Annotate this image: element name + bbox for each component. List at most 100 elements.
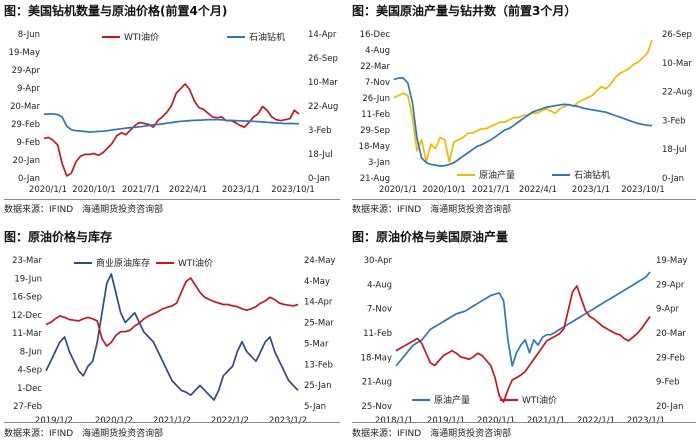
- left-tick-label: 16-Dec: [360, 30, 391, 40]
- chart-title: 图：原油价格与美国原油产量: [352, 230, 509, 244]
- x-tick-label: 2019/1/2: [35, 416, 73, 426]
- left-tick-label: 8-Jun: [18, 30, 40, 40]
- source-note: 数据来源：IFIND 海通期货投资咨询部: [4, 205, 164, 215]
- right-tick-label: 18-Jul: [662, 145, 687, 155]
- right-tick-label: 13-Feb: [304, 360, 333, 370]
- right-tick-label: 20-Jan: [656, 402, 683, 412]
- x-tick-label: 2020/1/1: [477, 416, 515, 426]
- legend-item: 商业原油库存: [74, 257, 150, 269]
- right-tick-label: 0-Jan: [308, 174, 330, 184]
- left-tick-label: 11-Feb: [361, 110, 390, 120]
- x-tick-label: 2022/1/2: [211, 416, 249, 426]
- chart-title: 图：美国原油产量与钻井数（前置3个月）: [352, 4, 577, 18]
- separator-line: [352, 199, 696, 200]
- right-tick-label: 19-May: [656, 256, 687, 266]
- source-note: 数据来源：IFIND 海通期货投资咨询部: [352, 205, 512, 215]
- right-tick-label: 14-Apr: [308, 30, 337, 40]
- x-tick-label: 2020/1/1: [29, 185, 67, 195]
- right-tick-label: 22-Aug: [308, 102, 338, 112]
- right-tick-label: 26-Sep: [308, 54, 338, 64]
- legend-label: WTI油价: [124, 31, 159, 43]
- left-tick-label: 3-Jan: [368, 158, 390, 168]
- left-tick-label: 20-Jan: [13, 156, 40, 166]
- left-tick-label: 9-Feb: [16, 138, 40, 148]
- left-tick-label: 0-Jan: [18, 174, 40, 184]
- left-tick-label: 30-Apr: [364, 256, 393, 266]
- panel-price-vs-production: 图：原油价格与美国原油产量 30-Apr 4-Aug 7-Nov 11-Feb 18-M…: [352, 228, 698, 440]
- series-line-red: [45, 277, 299, 347]
- right-tick-label: 22-Aug: [662, 88, 692, 98]
- separator-line: [4, 199, 340, 200]
- left-tick-label: 29-Sep: [360, 126, 390, 136]
- right-tick-label: 5-Mar: [304, 339, 329, 349]
- series-line-blue: [393, 77, 653, 167]
- legend-label: WTI油价: [178, 257, 213, 269]
- left-tick-label: 12-Dec: [12, 311, 43, 321]
- x-tick-label: 2020/1/2: [95, 416, 133, 426]
- series-line-blue: [43, 113, 300, 133]
- left-tick-label: 29-Feb: [11, 120, 40, 130]
- chart-svg: 30-Apr 4-Aug 7-Nov 11-Feb 18-May 21-Aug 25-Nov…: [361, 256, 688, 426]
- x-tick-label: 2023/1/1: [222, 185, 260, 195]
- right-tick-label: 29-Feb: [656, 353, 685, 363]
- chart-svg: 23-Mar 19-Jun 16-Sep 12-Dec 11-Mar 8-Jun 4-Sep…: [12, 256, 336, 426]
- x-tick-label: 2023/1/1: [627, 416, 665, 426]
- series-line-yellow: [393, 39, 653, 163]
- legend-item: 原油产量: [457, 169, 515, 181]
- left-tick-label: 25-Nov: [362, 402, 392, 412]
- legend-item: 原油产量: [412, 394, 470, 406]
- right-tick-label: 9-Feb: [656, 378, 680, 388]
- legend-label: 原油产量: [434, 394, 470, 406]
- left-tick-label: 26-Jun: [362, 94, 390, 104]
- left-tick-label: 8-Jun: [20, 347, 42, 357]
- left-tick-label: 19-May: [9, 48, 40, 58]
- left-tick-label: 11-Mar: [12, 329, 42, 339]
- right-tick-label: 18-Jul: [308, 150, 333, 160]
- legend-item: WTI油价: [156, 257, 213, 269]
- left-tick-label: 7-Nov: [367, 305, 392, 315]
- right-tick-label: 3-Feb: [662, 116, 686, 126]
- right-tick-label: 3-Feb: [308, 126, 332, 136]
- x-tick-label: 2020/10/1: [72, 185, 116, 195]
- left-tick-label: 29-Apr: [12, 66, 41, 76]
- separator-line: [4, 422, 340, 423]
- legend-label: WTI油价: [522, 394, 557, 406]
- x-tick-label: 2023/1/2: [269, 416, 307, 426]
- left-tick-label: 20-Mar: [10, 102, 40, 112]
- left-tick-label: 22-Mar: [360, 62, 390, 72]
- right-tick-label: 20-Mar: [656, 329, 686, 339]
- x-tick-label: 2023/1/1: [572, 185, 610, 195]
- left-tick-label: 18-May: [359, 142, 390, 152]
- legend-item: WTI油价: [500, 394, 557, 406]
- series-line-blue: [395, 271, 651, 367]
- left-tick-label: 21-Aug: [360, 174, 390, 184]
- panel-production-vs-rigs: 图：美国原油产量与钻井数（前置3个月） 16-Dec 4-Aug 22-Mar 7-N…: [352, 2, 698, 215]
- chart-title: 图：原油价格与库存: [4, 230, 113, 244]
- chart-title: 图：美国钻机数量与原油价格(前置4个月): [4, 4, 228, 18]
- left-tick-label: 4-Aug: [367, 280, 392, 290]
- left-tick-label: 16-Sep: [12, 293, 42, 303]
- left-tick-label: 11-Feb: [363, 329, 392, 339]
- right-tick-label: 24-May: [304, 256, 335, 266]
- left-tick-label: 4-Aug: [365, 46, 390, 56]
- x-tick-label: 2022/4/1: [519, 185, 557, 195]
- source-note: 数据来源：IFIND 海通期货投资咨询部: [352, 429, 512, 439]
- source-note: 数据来源：IFIND 海通期货投资咨询部: [4, 429, 164, 439]
- legend-item: WTI油价: [102, 31, 159, 43]
- legend-label: 石油钻机: [574, 169, 610, 181]
- right-tick-label: 29-Apr: [656, 280, 685, 290]
- x-tick-label: 2022/4/1: [169, 185, 207, 195]
- right-tick-label: 25-Jan: [304, 381, 331, 391]
- right-tick-label: 5-Jan: [304, 402, 326, 412]
- left-tick-label: 23-Mar: [12, 256, 42, 266]
- right-tick-label: 10-Mar: [308, 78, 338, 88]
- legend-item: 石油钻机: [227, 31, 285, 43]
- x-tick-label: 2023/10/1: [271, 185, 315, 195]
- right-tick-label: 9-Apr: [656, 305, 679, 315]
- right-tick-label: 10-Mar: [662, 59, 692, 69]
- x-tick-label: 2021/1/1: [527, 416, 565, 426]
- left-tick-label: 4-Sep: [18, 366, 43, 376]
- x-tick-label: 2022/1/1: [577, 416, 615, 426]
- x-tick-label: 2020/1/1: [379, 185, 417, 195]
- left-tick-label: 7-Nov: [365, 78, 390, 88]
